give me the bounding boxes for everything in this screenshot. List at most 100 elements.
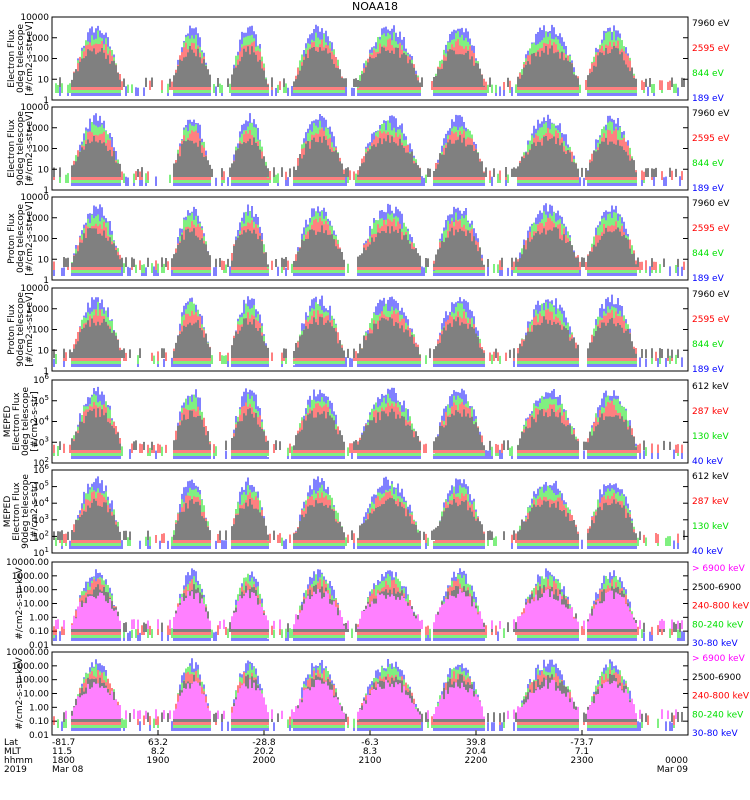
y-axis-label: 0deg telescope <box>21 387 31 457</box>
legend-40-kev: 40 keV <box>692 457 724 467</box>
y-axis-label: [#/cm2-s-str-eV] <box>25 21 35 96</box>
series-287-kev <box>59 491 679 543</box>
y-tick-label: 1000 <box>26 34 49 44</box>
y-tick-label: 0.01 <box>29 731 49 741</box>
x-row-value: 20.4 <box>466 747 486 757</box>
x-row-value: 7.1 <box>575 747 589 757</box>
x-row-value: 11.5 <box>52 747 72 757</box>
x-row-value: 2000 <box>253 756 276 766</box>
x-row-value: 8.2 <box>151 747 165 757</box>
legend-40-kev: 40 keV <box>692 547 724 557</box>
legend-240-800-kev: 240-800 keV <box>692 692 750 702</box>
y-tick-label: 1 <box>43 367 49 377</box>
panel-frame <box>51 469 689 554</box>
legend-189-ev: 189 eV <box>692 94 725 104</box>
x-row-label: MLT <box>4 747 22 757</box>
x-row-value: 2300 <box>571 756 594 766</box>
legend-7960-ev: 7960 eV <box>692 19 730 29</box>
y-tick-label: 10000 <box>20 193 49 203</box>
y-tick-label: 10000 <box>20 284 49 294</box>
series-2595-ev <box>71 38 671 90</box>
x-row-value: 2100 <box>359 756 382 766</box>
legend-30-80-kev: 30-80 keV <box>692 639 738 649</box>
y-axis-label: Electron Flux <box>12 482 22 541</box>
panel-6 <box>51 469 689 554</box>
legend-2595-ev: 2595 eV <box>692 224 730 234</box>
y-tick-label: 106 <box>33 373 49 386</box>
y-axis-label: Proton Flux <box>7 213 17 264</box>
x-row-value: 0000 <box>665 756 688 766</box>
y-tick-label: 1 <box>43 186 49 196</box>
y-axis-label: 0deg telescope <box>16 204 26 274</box>
legend-189-ev: 189 eV <box>692 184 725 194</box>
legend-130-kev: 130 keV <box>692 522 729 532</box>
y-tick-label: 100 <box>32 235 49 245</box>
y-tick-label: 10 <box>38 255 50 265</box>
y-tick-label: 1 <box>43 276 49 286</box>
x-row-value: Mar 08 <box>52 765 84 775</box>
series-240-800-kev <box>53 578 673 635</box>
y-tick-label: 10000 <box>20 103 49 113</box>
y-tick-label: 1000.00 <box>12 572 49 582</box>
legend-612-kev: 612 keV <box>692 382 729 392</box>
legend-2595-ev: 2595 eV <box>692 315 730 325</box>
y-axis-label: 90deg telescope <box>16 292 26 367</box>
panel-5 <box>51 379 689 464</box>
legend-7960-ev: 7960 eV <box>692 109 730 119</box>
y-tick-label: 1.00 <box>29 703 49 713</box>
x-row-value: 2200 <box>465 756 488 766</box>
series--6900-kev <box>55 588 683 629</box>
x-row-value: -81.7 <box>52 738 75 748</box>
x-row-value: -73.7 <box>570 738 593 748</box>
y-tick-label: 100 <box>32 326 49 336</box>
y-axis-label: 90deg telescope <box>21 474 31 549</box>
legend-240-800-kev: 240-800 keV <box>692 602 750 612</box>
legend-844-ev: 844 eV <box>692 69 725 79</box>
legend-80-240-kev: 80-240 keV <box>692 710 744 720</box>
legend-30-80-kev: 30-80 keV <box>692 729 738 739</box>
legend-130-kev: 130 keV <box>692 432 729 442</box>
legend-2500-6900: 2500-6900 <box>692 583 741 593</box>
series-612-kev <box>53 497 685 540</box>
series-7960-ev <box>53 135 677 177</box>
y-axis-label: #/cm2-s-str-keV <box>15 656 25 729</box>
x-row-label: Lat <box>4 738 19 748</box>
legend-7960-ev: 7960 eV <box>692 199 730 209</box>
legend-189-ev: 189 eV <box>692 274 725 284</box>
x-row-label: hhmm <box>4 756 33 766</box>
y-tick-label: 10000.00 <box>6 558 49 568</box>
legend-2595-ev: 2595 eV <box>692 134 730 144</box>
y-axis-label: [#/cm2-s-str] <box>30 481 40 541</box>
y-axis-label: [#/cm2-s-str] <box>30 391 40 451</box>
legend-189-ev: 189 eV <box>692 365 725 375</box>
y-tick-label: 1 <box>43 96 49 106</box>
legend--6900-kev: > 6900 keV <box>692 564 746 574</box>
legend-844-ev: 844 eV <box>692 340 725 350</box>
series-7960-ev <box>53 316 679 358</box>
legend-844-ev: 844 eV <box>692 249 725 259</box>
y-tick-label: 1000 <box>26 214 49 224</box>
y-tick-label: 10000 <box>20 13 49 23</box>
x-row-value: 1900 <box>147 756 170 766</box>
series-2500-6900 <box>63 674 683 722</box>
panel-7 <box>51 561 689 646</box>
y-tick-label: 10 <box>38 346 50 356</box>
chart-title: NOAA18 <box>351 0 399 13</box>
y-axis-label: Electron Flux <box>12 392 22 451</box>
y-tick-label: 0.10 <box>29 627 49 637</box>
y-tick-label: 10000.00 <box>6 648 49 658</box>
y-axis-label: [#/cm2-s-str-eV] <box>25 111 35 186</box>
y-axis-label: #/cm2-s-str-keV <box>15 566 25 639</box>
y-tick-label: 100 <box>32 145 49 155</box>
legend-2500-6900: 2500-6900 <box>692 673 741 683</box>
y-axis-label: Electron Flux <box>7 29 17 88</box>
y-tick-label: 10.00 <box>23 600 49 610</box>
legend-612-kev: 612 keV <box>692 472 729 482</box>
y-tick-label: 1000 <box>26 124 49 134</box>
panel-2 <box>51 106 689 191</box>
y-tick-label: 1000 <box>26 305 49 315</box>
panel-1 <box>51 16 689 101</box>
y-axis-label: MEPED <box>3 406 13 438</box>
y-axis-label: 0deg telescope <box>16 24 26 94</box>
